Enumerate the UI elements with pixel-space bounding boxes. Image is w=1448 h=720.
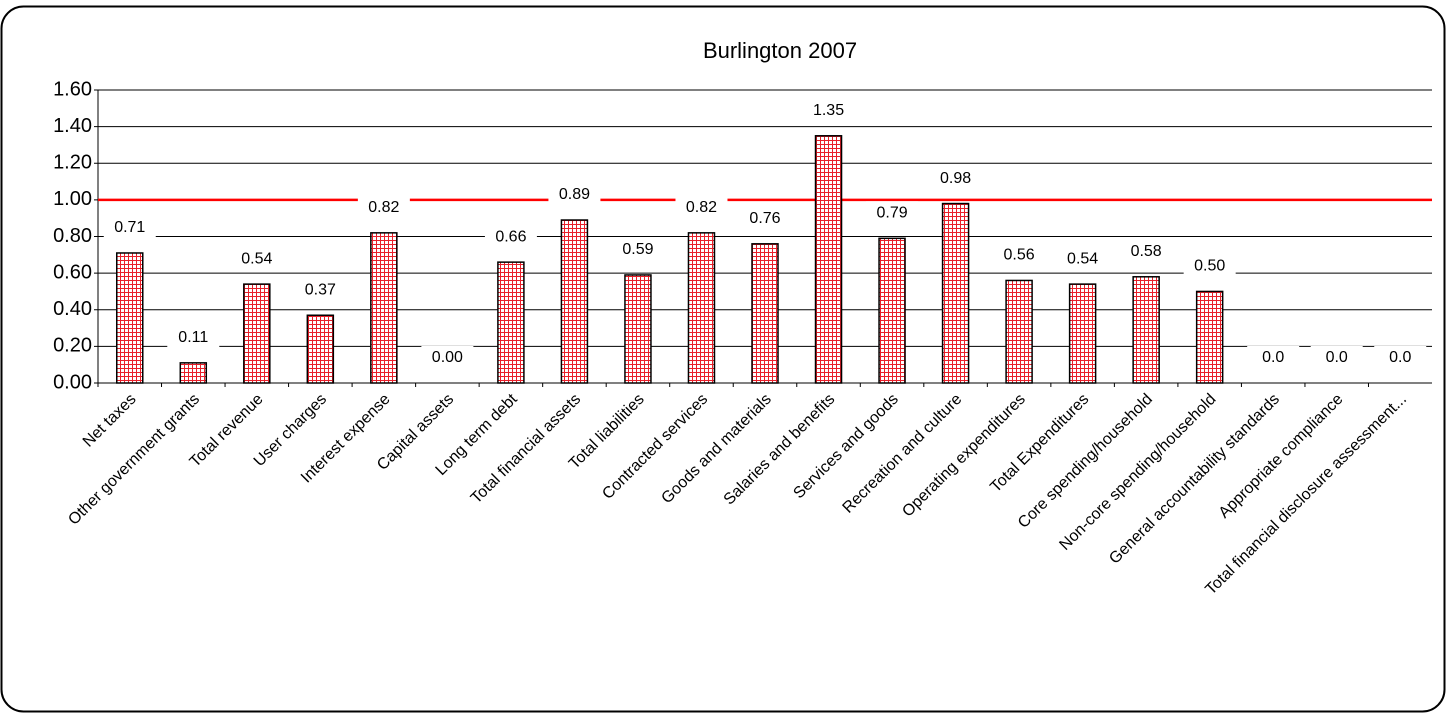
value-label-bg: [167, 325, 220, 350]
value-label-bg: [484, 225, 537, 250]
value-label-bg: [294, 278, 347, 303]
value-label-bg: [1310, 346, 1363, 370]
value-label-bg: [1183, 254, 1236, 279]
bar: [497, 261, 525, 384]
value-label: 0.0: [1389, 349, 1411, 366]
y-tick-label: 0.80: [53, 225, 92, 247]
value-label: 1.35: [813, 102, 844, 119]
value-label-bg: [929, 166, 982, 191]
bar: [878, 237, 906, 384]
value-label-bg: [357, 195, 410, 220]
value-label: 0.71: [114, 219, 145, 236]
bar: [306, 314, 335, 384]
value-label: 0.58: [1131, 243, 1162, 260]
value-label: 0.0: [1262, 349, 1284, 366]
value-label: 0.82: [368, 199, 399, 216]
bar: [1132, 276, 1160, 384]
bar: [1068, 283, 1097, 384]
value-label-bg: [1120, 239, 1173, 264]
value-label-bg: [739, 206, 791, 231]
value-label: 0.50: [1194, 258, 1225, 275]
bar: [560, 219, 589, 384]
chart-title: Burlington 2007: [703, 38, 857, 63]
y-tick-label: 1.60: [53, 78, 92, 100]
value-label-bg: [230, 247, 283, 272]
y-tick-label: 1.00: [53, 188, 92, 210]
bar: [624, 274, 652, 384]
bar: [751, 243, 779, 384]
value-label: 0.66: [495, 228, 526, 245]
bar: [941, 202, 970, 384]
value-label: 0.98: [940, 170, 971, 187]
value-label: 0.79: [876, 205, 907, 222]
value-label: 0.56: [1004, 247, 1035, 264]
y-tick-label: 0.40: [53, 298, 92, 320]
value-label: 0.37: [305, 281, 336, 298]
y-tick-label: 1.20: [53, 152, 92, 174]
value-label: 0.00: [432, 349, 463, 366]
bar: [814, 135, 843, 384]
value-label-bg: [802, 98, 855, 123]
y-tick-label: 0.20: [53, 335, 92, 357]
y-tick-label: 0.00: [53, 371, 92, 393]
value-label: 0.89: [559, 186, 590, 203]
value-label: 0.54: [1067, 250, 1098, 267]
value-label-bg: [611, 237, 664, 262]
value-label-bg: [1247, 346, 1300, 370]
value-label-bg: [1056, 247, 1109, 272]
value-label: 0.54: [241, 250, 272, 267]
value-label: 0.82: [686, 199, 717, 216]
value-label-bg: [548, 183, 601, 208]
bar: [370, 232, 398, 384]
value-label: 0.59: [622, 241, 653, 258]
value-label-bg: [103, 215, 156, 240]
bar: [1195, 290, 1224, 384]
value-label-bg: [993, 243, 1046, 268]
bar: [116, 252, 144, 384]
bar: [1005, 279, 1033, 384]
value-label: 0.76: [749, 210, 780, 227]
bar: [179, 362, 208, 384]
y-tick-label: 0.60: [53, 261, 92, 283]
bar: [243, 283, 271, 384]
chart-frame: [0, 5, 1446, 713]
bar: [687, 232, 716, 384]
value-label-bg: [866, 201, 919, 226]
value-label-bg: [1374, 346, 1427, 370]
y-tick-label: 1.40: [53, 115, 92, 137]
value-label-bg: [421, 346, 474, 370]
value-label: 0.11: [178, 329, 208, 346]
value-label-bg: [675, 195, 728, 220]
value-label: 0.0: [1326, 349, 1348, 366]
